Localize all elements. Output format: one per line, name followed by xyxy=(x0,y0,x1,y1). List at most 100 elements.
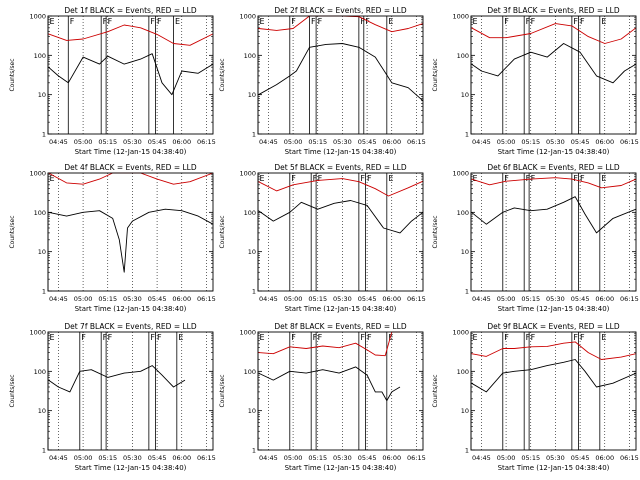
x-axis-label: Start Time (12-Jan-15 04:38:40) xyxy=(75,464,187,472)
x-axis-label: Start Time (12-Jan-15 04:38:40) xyxy=(498,148,610,156)
event-marker-label: E xyxy=(260,174,265,183)
event-marker-label: F xyxy=(367,333,372,342)
x-tick-label: 06:00 xyxy=(382,295,401,303)
event-marker-label: E xyxy=(388,174,393,183)
y-tick-label: 1000 xyxy=(29,170,46,178)
event-marker-label: E xyxy=(601,174,606,183)
plot-frame xyxy=(257,331,424,451)
y-tick-label: 10 xyxy=(38,248,46,256)
y-tick-label: 10 xyxy=(248,407,256,415)
y-tick-label: 1 xyxy=(465,447,469,455)
y-tick-label: 1 xyxy=(465,288,469,296)
y-axis-label: Counts/sec xyxy=(219,215,226,248)
event-marker-label: F xyxy=(318,174,323,183)
x-tick-label: 05:30 xyxy=(123,454,142,462)
event-marker-label: F xyxy=(313,333,318,342)
x-tick-label: 05:00 xyxy=(284,138,303,146)
event-marker-label: E xyxy=(50,174,55,183)
x-tick-label: 04:45 xyxy=(49,454,68,462)
y-tick-label: 1 xyxy=(252,131,256,139)
event-marker-label: F xyxy=(573,333,578,342)
x-tick-label: 05:45 xyxy=(358,454,377,462)
chart-panel-6: Det 6f BLACK = Events, RED = LLD Counts/s… xyxy=(432,163,639,313)
x-tick-label: 06:00 xyxy=(172,295,191,303)
series-line-events xyxy=(258,366,401,402)
series-line-lld xyxy=(258,331,400,357)
event-marker-label: F xyxy=(573,174,578,183)
event-marker-label: F xyxy=(157,17,162,26)
event-marker-label: E xyxy=(178,333,183,342)
y-tick-label: 100 xyxy=(244,52,256,60)
x-tick-label: 05:15 xyxy=(98,454,117,462)
x-tick-label: 05:15 xyxy=(98,295,117,303)
y-axis-label: Counts/sec xyxy=(9,215,16,248)
event-marker-label: F xyxy=(360,17,365,26)
event-marker-label: F xyxy=(291,174,296,183)
event-marker-label: F xyxy=(108,17,113,26)
y-tick-label: 100 xyxy=(34,209,46,217)
x-tick-label: 06:00 xyxy=(595,454,614,462)
y-tick-label: 1000 xyxy=(452,13,469,21)
event-marker-label: E xyxy=(473,174,478,183)
chart-panel-9: Det 9f BLACK = Events, RED = LLD Counts/s… xyxy=(432,322,639,472)
y-tick-label: 100 xyxy=(34,368,46,376)
y-tick-label: 100 xyxy=(457,52,469,60)
chart-title: Det 6f BLACK = Events, RED = LLD xyxy=(487,163,620,172)
x-tick-label: 05:45 xyxy=(358,138,377,146)
event-marker-label: F xyxy=(108,333,113,342)
event-marker-label: F xyxy=(70,17,75,26)
y-tick-label: 1000 xyxy=(239,329,256,337)
chart-title: Det 5f BLACK = Events, RED = LLD xyxy=(274,163,407,172)
x-tick-label: 06:15 xyxy=(407,454,426,462)
x-axis-label: Start Time (12-Jan-15 04:38:40) xyxy=(498,464,610,472)
x-tick-label: 05:30 xyxy=(123,295,142,303)
x-tick-label: 05:00 xyxy=(284,295,303,303)
x-tick-label: 05:15 xyxy=(521,454,540,462)
x-tick-label: 04:45 xyxy=(472,138,491,146)
y-axis-label: Counts/sec xyxy=(219,374,226,407)
x-axis-label: Start Time (12-Jan-15 04:38:40) xyxy=(285,464,397,472)
x-tick-label: 05:00 xyxy=(74,454,93,462)
x-tick-label: 05:45 xyxy=(358,295,377,303)
x-tick-label: 05:15 xyxy=(98,138,117,146)
y-tick-label: 1 xyxy=(252,447,256,455)
y-tick-label: 100 xyxy=(244,368,256,376)
x-tick-label: 04:45 xyxy=(259,138,278,146)
x-tick-label: 05:00 xyxy=(497,295,516,303)
x-tick-label: 05:45 xyxy=(571,454,590,462)
x-tick-label: 06:15 xyxy=(407,138,426,146)
chart-title: Det 3f BLACK = Events, RED = LLD xyxy=(487,6,620,15)
x-tick-label: 05:45 xyxy=(571,138,590,146)
series-line-events xyxy=(471,196,637,234)
x-tick-label: 06:00 xyxy=(172,454,191,462)
x-tick-label: 04:45 xyxy=(472,295,491,303)
x-tick-label: 05:00 xyxy=(497,138,516,146)
y-tick-label: 10 xyxy=(248,248,256,256)
y-tick-label: 1000 xyxy=(29,329,46,337)
event-marker-label: F xyxy=(531,17,536,26)
x-tick-label: 05:45 xyxy=(148,295,167,303)
x-tick-label: 04:45 xyxy=(259,454,278,462)
y-tick-label: 100 xyxy=(34,52,46,60)
event-marker-label: E xyxy=(50,333,55,342)
x-axis-label: Start Time (12-Jan-15 04:38:40) xyxy=(498,305,610,313)
event-marker-label: F xyxy=(311,17,316,26)
event-marker-label: F xyxy=(580,174,585,183)
series-line-events xyxy=(471,43,637,84)
event-marker-label: F xyxy=(580,333,585,342)
event-marker-label: F xyxy=(313,174,318,183)
y-axis-label: Counts/sec xyxy=(9,374,16,407)
plot-frame xyxy=(470,331,637,451)
chart-panel-7: Det 7f BLACK = Events, RED = LLD Counts/s… xyxy=(9,322,216,472)
y-tick-label: 100 xyxy=(457,209,469,217)
x-tick-label: 06:15 xyxy=(197,295,216,303)
x-tick-label: 06:00 xyxy=(382,138,401,146)
x-tick-label: 04:45 xyxy=(259,295,278,303)
y-tick-label: 1000 xyxy=(452,170,469,178)
y-tick-label: 1 xyxy=(465,131,469,139)
plot-frame xyxy=(257,15,424,135)
x-tick-label: 06:15 xyxy=(620,295,639,303)
series-line-events xyxy=(471,359,637,393)
x-tick-label: 06:00 xyxy=(382,454,401,462)
x-tick-label: 05:15 xyxy=(308,138,327,146)
